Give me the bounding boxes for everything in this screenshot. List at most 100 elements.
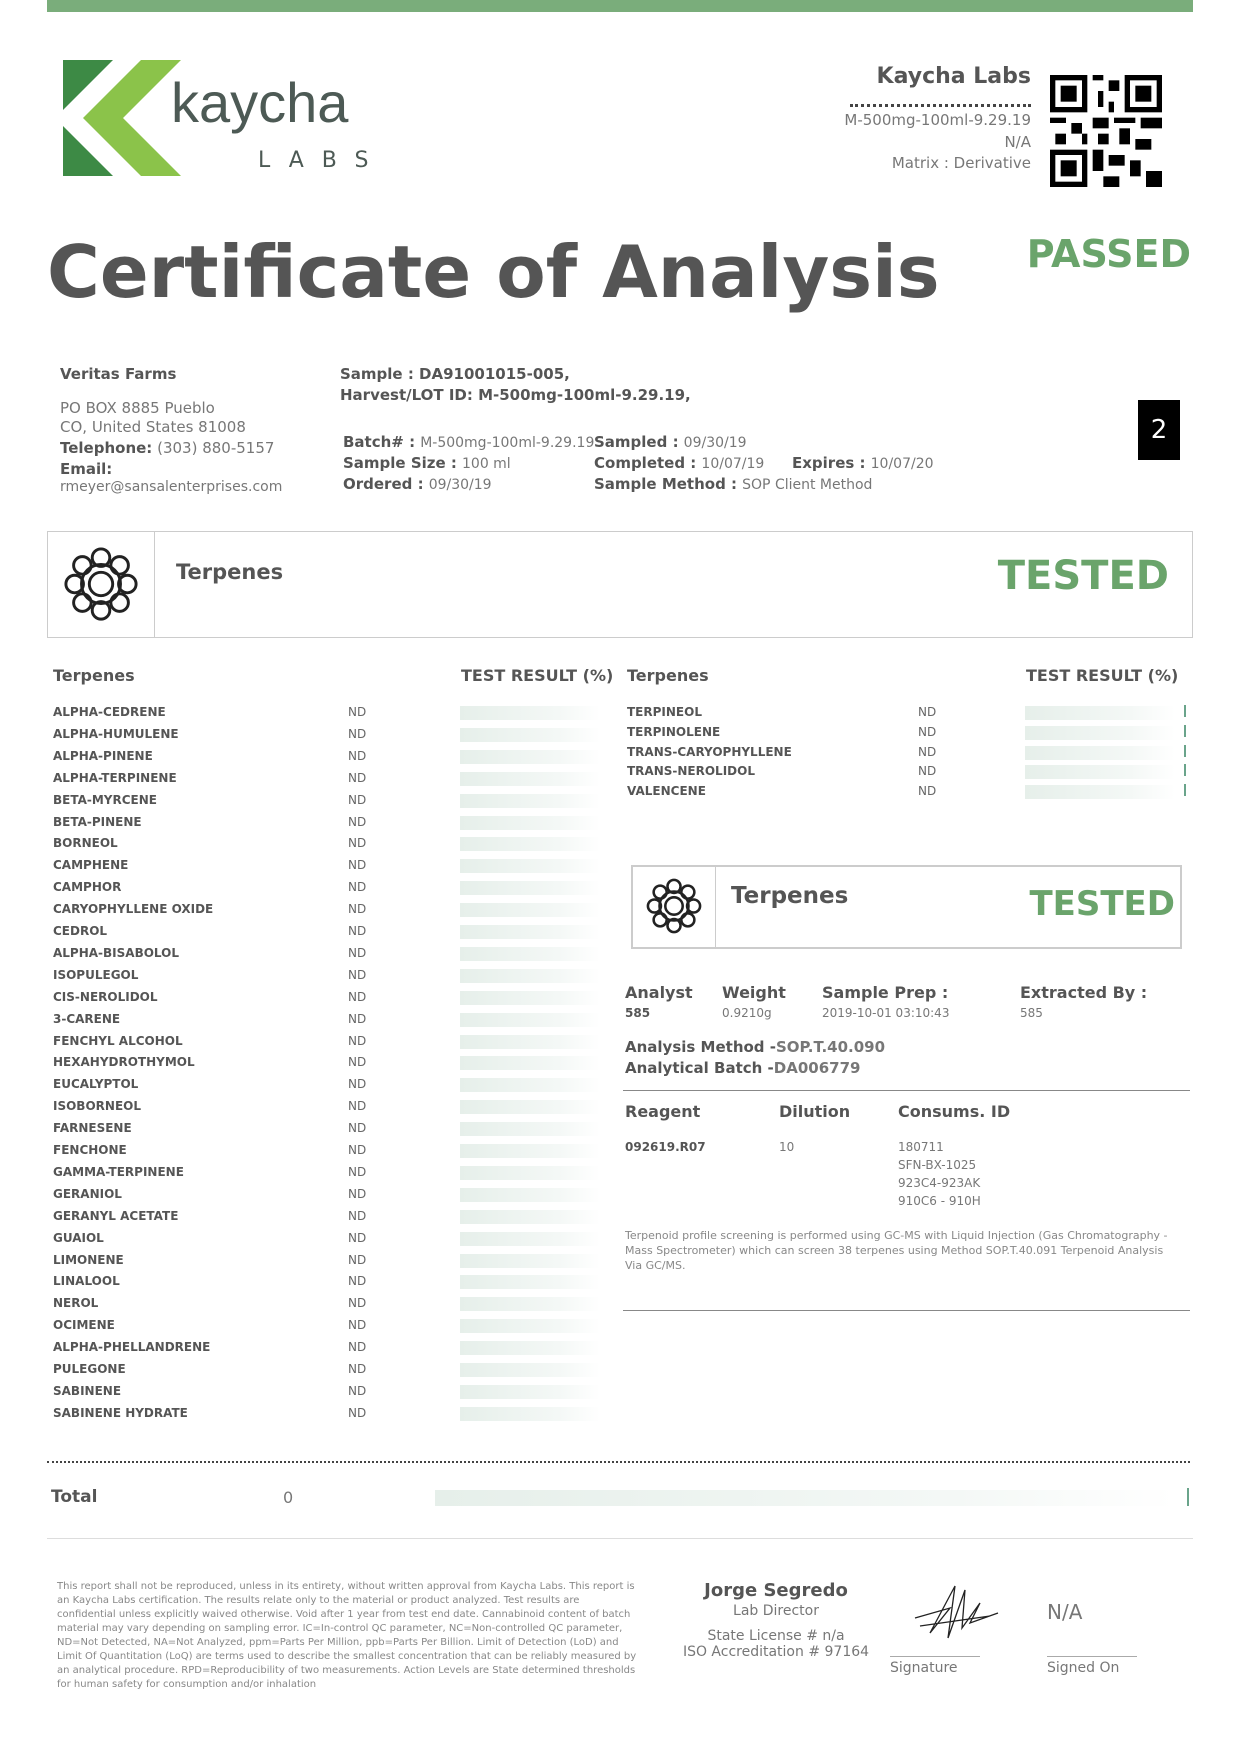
- terpene-result: ND: [348, 1383, 367, 1398]
- terpene-name: GUAIOL: [53, 1230, 104, 1245]
- result-bar-tick: [1184, 764, 1186, 777]
- result-bar: [460, 946, 600, 961]
- analytical-batch-label: Analytical Batch -: [625, 1059, 774, 1077]
- disclaimer-line: for human safety for consumption and/or …: [57, 1679, 317, 1690]
- flower-icon: [646, 878, 702, 934]
- ordered-label: Ordered :: [343, 475, 424, 493]
- dilution-value: 10: [779, 1140, 795, 1154]
- terpene-name: ALPHA-HUMULENE: [53, 726, 179, 741]
- result-bar-tick: [1184, 705, 1186, 717]
- divider: [47, 1538, 1193, 1539]
- terpene-result: ND: [348, 1340, 367, 1355]
- terpene-result: ND: [348, 1362, 367, 1376]
- terpene-result: ND: [348, 880, 367, 895]
- terpene-name: BETA-PINENE: [53, 814, 142, 829]
- terpene-name: ALPHA-PINENE: [53, 748, 153, 763]
- signature-label: Signature: [890, 1660, 958, 1676]
- banner-title: Terpenes: [176, 560, 284, 584]
- consums-id: 923C4-923AK: [898, 1176, 981, 1190]
- analysis-icon-cell: [633, 867, 716, 947]
- result-bar: [460, 859, 600, 874]
- banner-icon-cell: [48, 532, 155, 637]
- terpene-name: VALENCENE: [627, 784, 706, 799]
- result-bar: [460, 1384, 600, 1399]
- terpene-result: ND: [918, 784, 937, 799]
- terpene-result: ND: [348, 1055, 367, 1070]
- result-bar: [460, 1122, 600, 1137]
- result-bar: [460, 1034, 600, 1049]
- header-matrix: Matrix : Derivative: [891, 154, 1031, 172]
- result-bar: [460, 1056, 600, 1071]
- result-bar: [460, 903, 600, 918]
- terpene-name: FENCHYL ALCOHOL: [53, 1033, 183, 1048]
- consums-label: Consums. ID: [898, 1102, 1011, 1121]
- terpene-result: ND: [918, 744, 937, 759]
- result-bar: [1025, 725, 1175, 740]
- disclaimer-line: material may vary depending on sampling …: [57, 1623, 623, 1634]
- result-bar: [460, 727, 600, 742]
- terpene-result: ND: [348, 1405, 367, 1420]
- terpene-name: ALPHA-BISABOLOL: [53, 945, 179, 960]
- terpene-name: TERPINOLENE: [627, 724, 721, 739]
- result-bar: [460, 815, 600, 830]
- terpene-name: CEDROL: [53, 924, 108, 938]
- analytical-batch: Analytical Batch -DA006779: [625, 1059, 860, 1077]
- telephone-label: Telephone:: [60, 439, 153, 457]
- terpene-name: TRANS-CARYOPHYLLENE: [627, 744, 792, 759]
- terpene-name: NEROL: [53, 1296, 99, 1311]
- reagent-label: Reagent: [625, 1102, 701, 1121]
- dotted-divider: [47, 1461, 1190, 1463]
- consums-id: 180711: [898, 1140, 944, 1154]
- page-title: Certificate of Analysis: [47, 230, 940, 314]
- terpene-result: ND: [348, 1011, 367, 1026]
- terpene-result: ND: [918, 705, 937, 719]
- harvest-lot: Harvest/LOT ID: M-500mg-100ml-9.29.19,: [340, 386, 691, 404]
- email-label: Email:: [60, 460, 113, 478]
- terpene-name: EUCALYPTOL: [53, 1077, 139, 1092]
- terpene-name: ISOBORNEOL: [53, 1099, 141, 1114]
- result-bar: [460, 771, 600, 786]
- result-bar-tick: [1184, 724, 1186, 737]
- result-bar: [460, 1012, 600, 1027]
- result-bar: [460, 749, 600, 764]
- batch-field: Batch# : M-500mg-100ml-9.29.19: [343, 432, 594, 451]
- kaycha-logo: kaycha LABS: [63, 60, 383, 180]
- telephone-value: (303) 880-5157: [157, 439, 275, 457]
- consums-id: SFN-BX-1025: [898, 1158, 977, 1172]
- completed-field: Completed : 10/07/19: [594, 453, 764, 472]
- terpene-result: ND: [348, 858, 367, 873]
- signature-line: [890, 1656, 980, 1657]
- terpene-result: ND: [348, 1033, 367, 1048]
- header-lot: M-500mg-100ml-9.29.19: [844, 111, 1031, 129]
- terpene-result: ND: [918, 724, 937, 739]
- result-bar: [460, 968, 600, 983]
- result-bar: [460, 1231, 600, 1246]
- note-line: Mass Spectrometer) which can screen 38 t…: [625, 1244, 1164, 1257]
- terpene-name: OCIMENE: [53, 1318, 115, 1333]
- sample-method-field: Sample Method : SOP Client Method: [594, 474, 872, 493]
- lab-name: Kaycha Labs: [876, 64, 1031, 89]
- terpene-name: CAMPHENE: [53, 858, 129, 873]
- terpene-result: ND: [348, 792, 367, 807]
- terpene-name: SABINENE: [53, 1383, 122, 1398]
- terpene-name: HEXAHYDROTHYMOL: [53, 1055, 195, 1070]
- terpene-result: ND: [348, 1252, 367, 1267]
- note-line: Via GC/MS.: [625, 1259, 686, 1272]
- terpene-result: ND: [348, 1164, 367, 1179]
- header-na: N/A: [1004, 133, 1031, 151]
- completed-value: 10/07/19: [701, 456, 765, 472]
- terpene-result: ND: [348, 1208, 367, 1223]
- top-accent-bar: [47, 0, 1193, 12]
- result-bar-tick: [1184, 784, 1186, 797]
- total-bar-tick: [1187, 1488, 1189, 1506]
- terpene-name: SABINENE HYDRATE: [53, 1405, 188, 1420]
- result-bar: [460, 793, 600, 808]
- terpene-name: BETA-MYRCENE: [53, 792, 157, 807]
- director-title: Lab Director: [733, 1603, 819, 1619]
- result-bar: [460, 1341, 600, 1356]
- flower-icon: [64, 547, 138, 621]
- logo-wordmark: kaycha: [171, 71, 349, 134]
- terpene-result: ND: [348, 705, 367, 719]
- result-bar: [1025, 765, 1175, 780]
- terpene-result: ND: [348, 902, 367, 917]
